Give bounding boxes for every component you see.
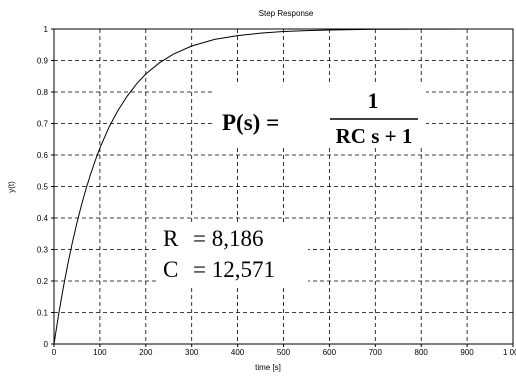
parameter-annotation: R = 8,186 C = 12,571 bbox=[158, 222, 308, 286]
y-tick-label: 0.2 bbox=[37, 277, 49, 286]
y-axis-ticks: 0 0.1 0.2 0.3 0.4 0.5 0.6 0.7 0.8 0.9 1 bbox=[37, 25, 54, 349]
y-tick-label: 0.4 bbox=[37, 214, 49, 223]
formula-numerator: 1 bbox=[368, 88, 379, 113]
chart-title: Step Response bbox=[259, 9, 314, 18]
x-tick-label: 500 bbox=[277, 348, 291, 357]
y-tick-label: 1 bbox=[44, 25, 49, 34]
plot-frame bbox=[53, 28, 514, 345]
formula-background bbox=[212, 82, 426, 148]
y-tick-label: 0.3 bbox=[37, 246, 49, 255]
transfer-function-annotation: P(s) = 1 RC s + 1 bbox=[212, 82, 426, 148]
x-tick-label: 600 bbox=[323, 348, 337, 357]
y-tick-label: 0 bbox=[44, 340, 49, 349]
x-tick-label: 0 bbox=[52, 348, 57, 357]
parameter-background bbox=[158, 222, 308, 286]
y-tick-label: 0.6 bbox=[37, 151, 49, 160]
x-axis-label: time [s] bbox=[255, 363, 281, 372]
x-tick-label: 900 bbox=[460, 348, 474, 357]
x-tick-label: 700 bbox=[369, 348, 383, 357]
y-tick-label: 0.8 bbox=[37, 88, 49, 97]
r-label: R bbox=[163, 226, 179, 251]
x-tick-label: 1 000 bbox=[503, 348, 516, 357]
c-value: = 12,571 bbox=[193, 257, 275, 282]
r-value: = 8,186 bbox=[193, 226, 263, 251]
grid-lines bbox=[54, 29, 513, 344]
formula-denominator: RC s + 1 bbox=[336, 124, 413, 148]
x-axis-ticks: 0 100 200 300 400 500 600 700 800 900 1 000 bbox=[52, 344, 516, 357]
x-tick-label: 200 bbox=[139, 348, 153, 357]
x-tick-label: 100 bbox=[93, 348, 107, 357]
x-tick-label: 400 bbox=[231, 348, 245, 357]
formula-lhs: P(s) = bbox=[222, 110, 279, 135]
x-tick-label: 800 bbox=[415, 348, 429, 357]
y-tick-label: 0.1 bbox=[37, 309, 49, 318]
y-tick-label: 0.7 bbox=[37, 120, 49, 129]
c-label: C bbox=[163, 257, 178, 282]
x-tick-label: 300 bbox=[185, 348, 199, 357]
y-tick-label: 0.5 bbox=[37, 183, 49, 192]
y-tick-label: 0.9 bbox=[37, 57, 49, 66]
y-axis-label: y(t) bbox=[7, 181, 16, 193]
